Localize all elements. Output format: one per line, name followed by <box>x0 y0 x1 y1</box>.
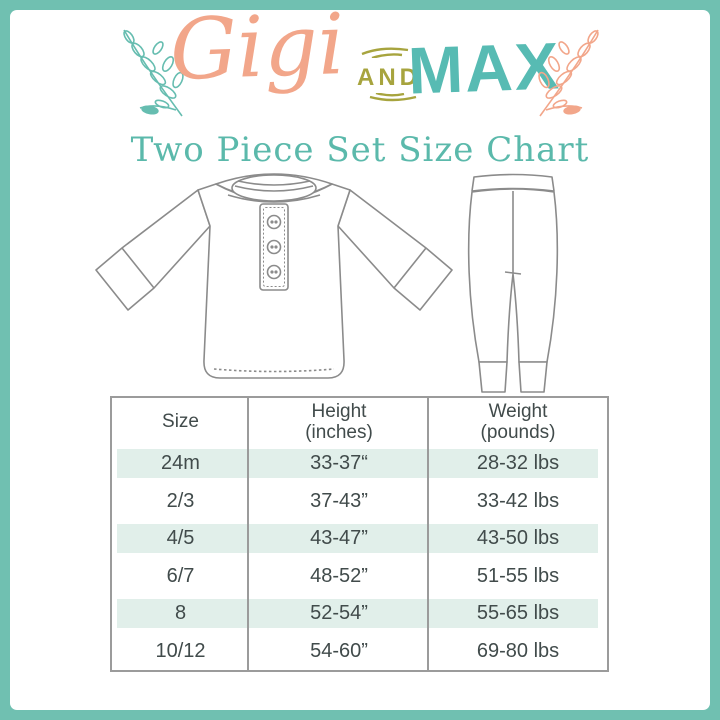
cell-weight: 69-80 lbs <box>476 639 560 662</box>
brand-word-and: AND <box>357 64 421 91</box>
cell-size: 8 <box>174 602 187 625</box>
brand-logo: Gigi AND MAX <box>10 10 710 145</box>
header-size: Size <box>162 411 199 432</box>
brand-word-gigi: Gigi <box>168 10 347 100</box>
row-stripe <box>117 449 598 478</box>
cell-height: 54-60” <box>310 639 368 662</box>
cell-weight: 55-65 lbs <box>476 602 560 625</box>
cell-size: 2/3 <box>166 489 195 512</box>
table-header-row: Size Height (inches) Weight (pounds) <box>112 398 607 445</box>
column-divider-2 <box>427 398 429 670</box>
table-row: 24m 33-37“ 28-32 lbs <box>112 445 607 483</box>
cell-height: 33-37“ <box>310 452 368 475</box>
table-row: 4/5 43-47” 43-50 lbs <box>112 520 607 558</box>
pants-illustration <box>467 173 559 393</box>
column-divider-1 <box>247 398 249 670</box>
and-flourish-bottom-icon <box>369 91 417 102</box>
cell-weight: 51-55 lbs <box>476 564 560 587</box>
content-area: Gigi AND MAX <box>10 10 710 710</box>
header-height: Height (inches) <box>305 400 373 443</box>
laurel-branch-right-icon <box>538 29 599 117</box>
shirt-illustration <box>95 173 453 379</box>
table-row: 8 52-54” 55-65 lbs <box>112 595 607 633</box>
brand-word-and-block: AND <box>340 44 438 112</box>
cell-size: 10/12 <box>155 639 206 662</box>
table-row: 6/7 48-52” 51-55 lbs <box>112 558 607 596</box>
cell-size: 24m <box>161 452 200 475</box>
row-stripe <box>117 524 598 553</box>
cell-size: 6/7 <box>166 564 195 587</box>
and-flourish-top-icon <box>361 47 409 60</box>
cell-height: 43-47” <box>310 527 368 550</box>
cell-size: 4/5 <box>166 527 195 550</box>
row-stripe <box>117 599 598 628</box>
cell-weight: 33-42 lbs <box>476 489 560 512</box>
laurel-branch-left-icon <box>123 29 184 117</box>
header-weight: Weight (pounds) <box>480 400 556 443</box>
size-chart-table: Size Height (inches) Weight (pounds) 24m… <box>110 396 609 672</box>
table-row: 2/3 37-43” 33-42 lbs <box>112 483 607 521</box>
cell-height: 52-54” <box>310 602 368 625</box>
cell-height: 37-43” <box>310 489 368 512</box>
page-title: Two Piece Set Size Chart <box>130 130 590 170</box>
cell-weight: 43-50 lbs <box>476 527 560 550</box>
cell-height: 48-52” <box>310 564 368 587</box>
table-row: 10/12 54-60” 69-80 lbs <box>112 633 607 671</box>
cell-weight: 28-32 lbs <box>476 452 560 475</box>
